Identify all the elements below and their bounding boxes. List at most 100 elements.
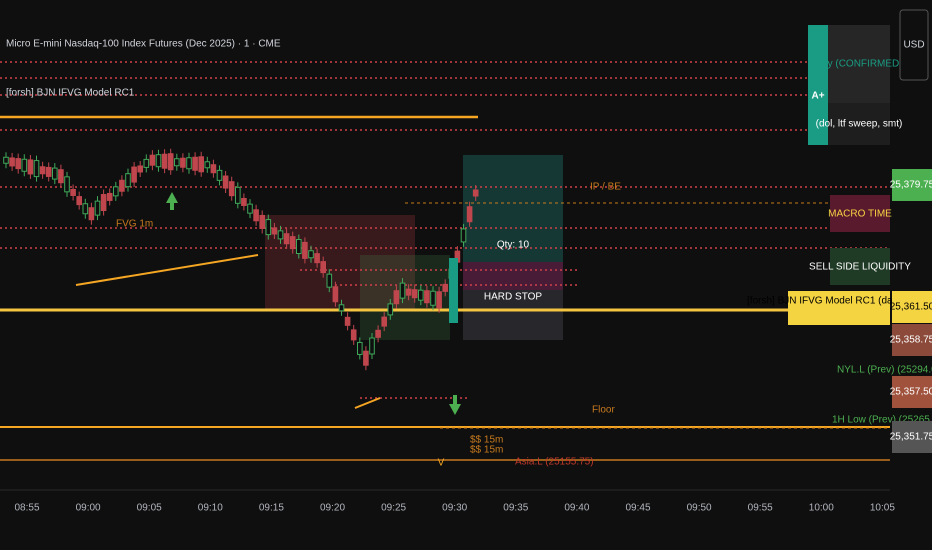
liquidity-label: $$ 15m (470, 435, 503, 446)
candle-body (259, 214, 265, 229)
price-tag (892, 291, 932, 323)
level-label: IP / BE (590, 182, 621, 193)
signal-box (828, 25, 890, 103)
candle-body (449, 258, 458, 323)
candle-body (332, 286, 339, 303)
candle-body (33, 160, 40, 178)
fvg-label: FVG 1m (116, 219, 153, 230)
time-label: 09:55 (748, 503, 773, 514)
candle-body (216, 169, 223, 181)
level-label: Floor (592, 405, 615, 416)
level-label: 1H Low (Prev) (25265.75) (832, 415, 932, 426)
candle-body (375, 329, 381, 338)
candle-body (210, 164, 217, 174)
candle-body (357, 341, 363, 355)
candle-body (399, 282, 406, 299)
risk-zone (463, 262, 563, 290)
candle-body (314, 253, 320, 264)
price-tag (892, 421, 932, 453)
time-label: 08:55 (14, 503, 39, 514)
grade: A+ (811, 91, 824, 102)
candle-body (460, 228, 467, 243)
trend-line (75, 254, 259, 286)
time-label: 09:50 (687, 503, 712, 514)
qty-label: Qty: 10 (497, 240, 530, 251)
candle-body (45, 166, 52, 177)
price-label: 25,361.50 (890, 302, 932, 313)
candle-body (180, 157, 186, 168)
price-label: 25,358.75 (890, 335, 932, 346)
candle-body (198, 156, 204, 173)
price-label: 25,379.75 (890, 180, 932, 191)
candle-body (320, 261, 326, 274)
candle-body (21, 158, 28, 172)
candle-body (436, 291, 442, 309)
time-label: 10:05 (870, 503, 895, 514)
candle-body (241, 197, 247, 206)
currency-button[interactable] (899, 9, 929, 81)
candle-body (39, 166, 46, 175)
candle-body (222, 175, 229, 189)
candle-body (418, 289, 424, 301)
target-zone (463, 155, 563, 262)
candle-body (155, 154, 162, 168)
candle-body (350, 329, 357, 341)
candle-body (271, 227, 278, 235)
candle-body (405, 288, 412, 296)
time-label: 09:40 (564, 503, 589, 514)
candle-body (442, 283, 448, 292)
candle-body (143, 158, 150, 168)
detail-box (828, 103, 890, 145)
symbol-title[interactable]: Micro E-mini Nasdaq-100 Index Futures (D… (6, 39, 281, 50)
candle-body (326, 273, 333, 288)
time-label: 09:45 (625, 503, 650, 514)
liquidity-label: $$ 15m (470, 445, 503, 456)
candle-body (247, 203, 253, 214)
candle-body (192, 156, 198, 171)
candle-body (228, 181, 235, 197)
candle-body (308, 250, 314, 259)
currency[interactable]: USD (903, 40, 924, 51)
candle-body (363, 350, 369, 366)
bias-label: [forsh] BJN IFVG Model RC1 (daily BIAS) (747, 296, 931, 307)
candle-body (119, 179, 125, 192)
price-tag (892, 324, 932, 356)
candle-body (338, 304, 345, 312)
ssl-box (830, 248, 890, 285)
candle-body (235, 186, 241, 204)
candle-body (70, 188, 76, 196)
candle-body (167, 153, 174, 171)
buy-arrow (449, 395, 461, 415)
candle-body (3, 156, 9, 164)
candle-body (82, 203, 89, 215)
candle-body (277, 230, 284, 240)
candle-body (289, 236, 296, 250)
time-label: 09:25 (381, 503, 406, 514)
price-axis: 25,379.75 25,361.50 25,358.75 25,357.50 25,3… (890, 169, 932, 453)
candle-body (94, 200, 101, 216)
time-axis: 08:55 09:00 09:05 09:10 09:15 09:20 09:25 09:30… (14, 503, 895, 514)
trend-line (354, 397, 381, 409)
candle-body (186, 157, 192, 170)
time-label: 09:35 (503, 503, 528, 514)
levels (0, 61, 890, 461)
candle-body (424, 290, 430, 304)
time-label: 09:10 (198, 503, 223, 514)
candle-body (369, 337, 375, 355)
candle-body (283, 233, 290, 245)
price-label: 25,357.50 (890, 387, 932, 398)
candle-body (265, 219, 272, 236)
candle-body (100, 194, 107, 212)
indicator-name[interactable]: [forsh] BJN IFVG Model RC1 (6, 88, 135, 99)
price-tag (892, 376, 932, 408)
candle-body (64, 176, 70, 193)
grade-box (808, 25, 828, 145)
candle-body (149, 154, 156, 166)
candle-body (9, 157, 15, 167)
marker: V (438, 458, 445, 469)
candle-body (76, 196, 83, 206)
macro-box (830, 195, 890, 232)
candle-body (472, 189, 479, 197)
candle-body (344, 316, 351, 326)
